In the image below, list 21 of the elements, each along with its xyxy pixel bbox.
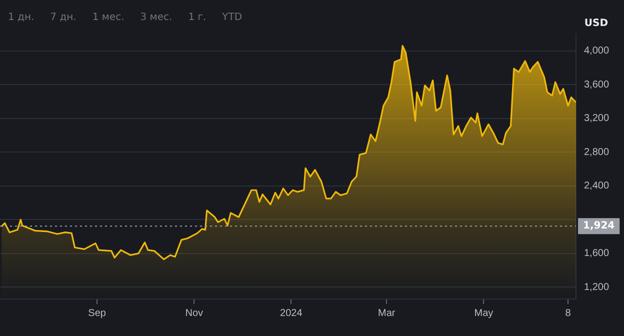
text: 1 мес. <box>92 12 124 23</box>
text: 1 г. <box>188 12 206 23</box>
y-tick-label: 1,200 <box>584 282 610 293</box>
x-tick-label: 8 <box>565 308 572 319</box>
x-tick-label: 2024 <box>280 308 303 319</box>
x-tick-label: Mar <box>378 308 396 319</box>
y-tick-label: 3,200 <box>584 113 610 124</box>
y-tick-label: 2,800 <box>584 146 610 158</box>
y-tick-label: 4,000 <box>584 46 610 57</box>
text: 1 дн. <box>8 12 34 23</box>
ref-line-label: 1,924 <box>583 220 615 232</box>
y-tick-label: 3,600 <box>584 79 610 90</box>
y-tick-label: 2,400 <box>584 180 610 192</box>
text: 3 мес. <box>140 12 172 23</box>
text: YTD <box>222 12 242 23</box>
y-axis-title: USD <box>584 18 608 29</box>
x-tick-label: May <box>474 308 494 319</box>
y-tick-label: 1,600 <box>584 248 610 260</box>
text: 7 дн. <box>50 12 76 23</box>
x-tick-label: Nov <box>185 308 204 319</box>
x-tick-label: Sep <box>88 308 106 319</box>
